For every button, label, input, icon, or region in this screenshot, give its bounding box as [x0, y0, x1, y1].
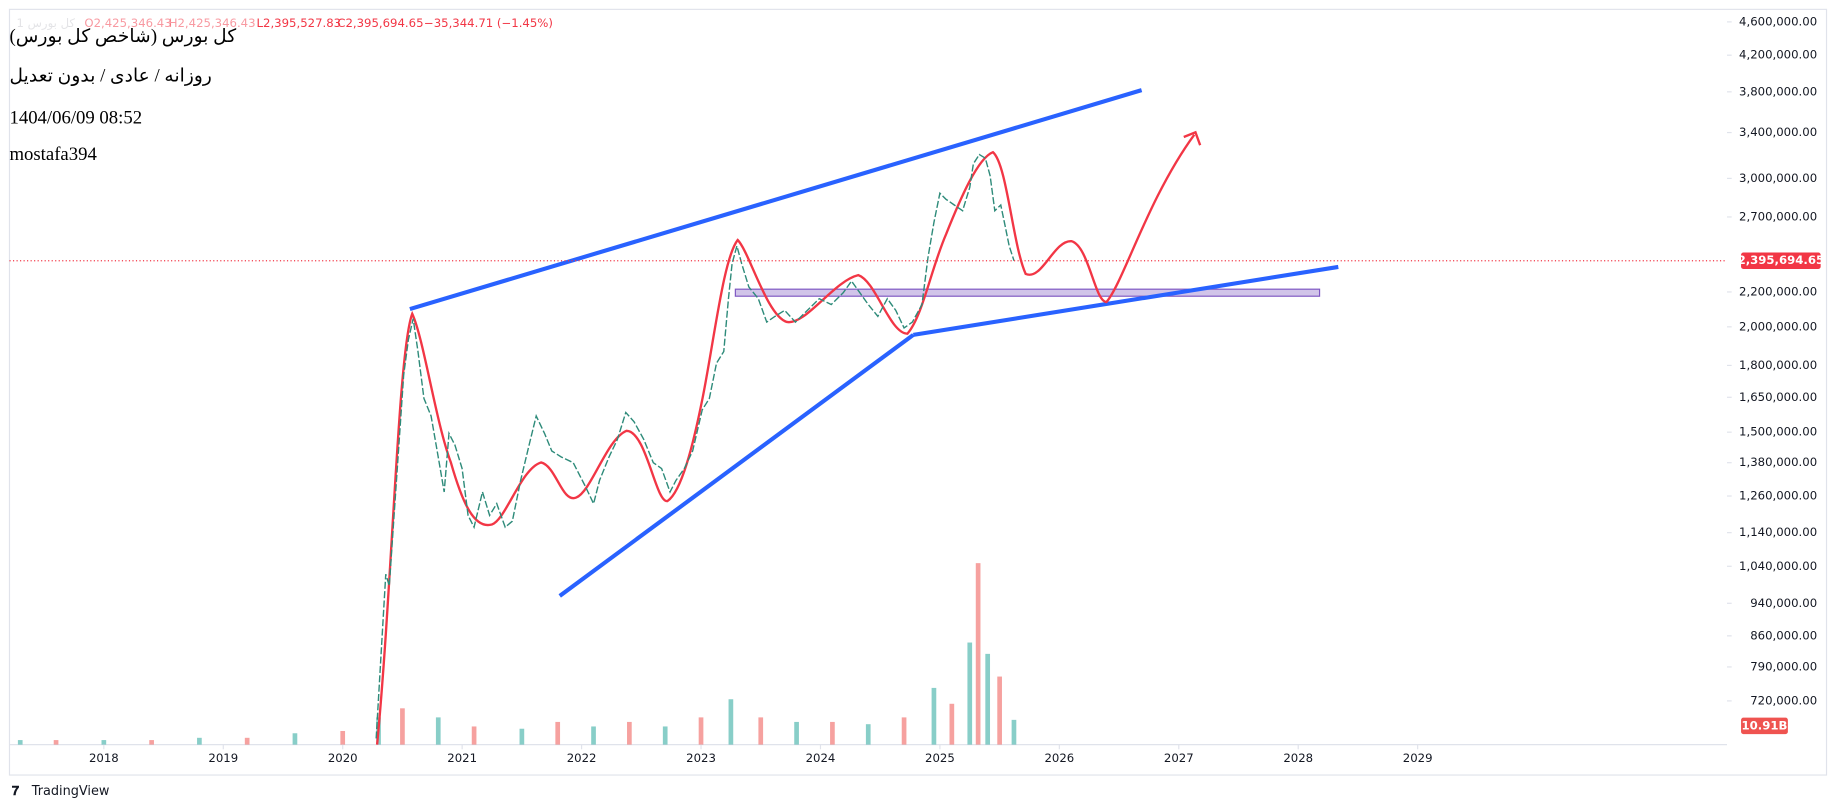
volume-bar	[519, 728, 525, 745]
drawings	[375, 88, 1339, 745]
ohlc-change: −35,344.71 (−1.45%)	[424, 16, 553, 30]
x-tick-label: 2022	[567, 751, 597, 765]
brand-logo: 𝟕	[12, 784, 20, 799]
volume-bar	[662, 726, 668, 745]
volume-bar	[53, 740, 59, 745]
volume-bar	[244, 737, 250, 745]
last-price-label: 2,395,694.65	[1738, 253, 1825, 267]
y-tick-label: 790,000.00	[1750, 659, 1817, 673]
y-tick-label: 3,400,000.00	[1739, 125, 1817, 139]
volume-bar	[149, 740, 154, 745]
ohlc-open: O2,425,346.43	[84, 16, 171, 30]
volume-bar	[975, 563, 981, 745]
y-tick-label: 860,000.00	[1750, 628, 1817, 642]
support-zone	[734, 288, 1321, 297]
volume-bar	[400, 708, 405, 745]
volume-bar	[901, 717, 907, 745]
volume-bar	[17, 740, 23, 745]
volume-bar	[997, 676, 1002, 745]
volume-bar	[967, 642, 973, 745]
y-tick-label: 2,000,000.00	[1739, 319, 1817, 333]
volume-bar	[698, 717, 704, 745]
x-tick-label: 2026	[1044, 751, 1074, 765]
y-tick-label: 1,380,000.00	[1739, 455, 1817, 469]
volume-bar	[555, 721, 561, 745]
y-tick-label: 3,000,000.00	[1739, 171, 1817, 185]
y-tick-label: 1,140,000.00	[1739, 525, 1817, 539]
y-tick-label: 4,600,000.00	[1739, 14, 1817, 28]
y-tick-label: 940,000.00	[1750, 596, 1817, 610]
volume-bar	[197, 737, 202, 745]
projection-curve	[375, 133, 1196, 745]
x-tick-label: 2025	[925, 751, 955, 765]
x-tick-label: 2019	[208, 751, 238, 765]
y-tick-label: 2,200,000.00	[1739, 284, 1817, 298]
brand-name: TradingView	[31, 784, 110, 799]
chart-frame	[8, 8, 1828, 776]
y-tick-label: 1,800,000.00	[1739, 358, 1817, 372]
trend-line	[912, 264, 1339, 337]
ohlc-low: L2,395,527.83	[257, 16, 342, 30]
x-tick-label: 2029	[1403, 751, 1433, 765]
volume-bar	[794, 721, 799, 745]
x-tick-label: 2020	[328, 751, 358, 765]
volume-bar	[728, 699, 734, 745]
volume-bar	[830, 721, 835, 745]
legend-symbol: 1 کل بورس	[17, 16, 76, 31]
volume-bar	[101, 740, 107, 745]
trend-line	[558, 333, 915, 598]
x-tick-label: 2027	[1164, 751, 1194, 765]
volume-bar	[591, 726, 596, 745]
y-tick-label: 720,000.00	[1750, 693, 1817, 707]
volume-bar	[931, 687, 937, 745]
volume-label: 10.91B	[1742, 718, 1788, 732]
y-tick-label: 1,500,000.00	[1739, 425, 1817, 439]
trend-line	[409, 88, 1143, 312]
y-tick-label: 1,040,000.00	[1739, 559, 1817, 573]
datetime-text: 1404/06/09 08:52	[9, 108, 142, 129]
projection-arrow	[1183, 130, 1202, 146]
volume-bar	[471, 726, 477, 745]
x-tick-label: 2023	[686, 751, 716, 765]
symbol-title: کل بورس (شاخص کل بورس)	[9, 26, 237, 47]
y-tick-label: 4,200,000.00	[1739, 48, 1817, 62]
y-tick-label: 2,700,000.00	[1739, 209, 1817, 223]
settings-text: روزانه / عادی / بدون تعدیل	[9, 66, 212, 87]
author-text: mostafa394	[9, 144, 97, 165]
volume-bar	[1011, 719, 1017, 745]
volume-bar	[949, 703, 955, 745]
volume-bar	[435, 717, 441, 745]
y-tick-label: 1,260,000.00	[1739, 489, 1817, 503]
y-tick-label: 3,800,000.00	[1739, 84, 1817, 98]
ohlc-close: C2,395,694.65	[337, 16, 423, 30]
volume-bar	[985, 653, 991, 745]
volume-bar	[758, 717, 764, 745]
price-line	[375, 153, 1015, 739]
volume-label-box	[1741, 717, 1788, 735]
volume-bar	[627, 721, 632, 745]
x-tick-label: 2021	[447, 751, 477, 765]
volume-bar	[340, 730, 346, 745]
x-tick-label: 2018	[89, 751, 119, 765]
last-price-box	[1741, 252, 1821, 269]
ohlc-high: H2,425,346.43	[169, 16, 256, 30]
y-tick-label: 1,650,000.00	[1739, 390, 1817, 404]
x-tick-label: 2028	[1283, 751, 1313, 765]
volume-bar	[292, 733, 298, 745]
volume-bar	[865, 724, 871, 745]
x-tick-label: 2024	[806, 751, 836, 765]
